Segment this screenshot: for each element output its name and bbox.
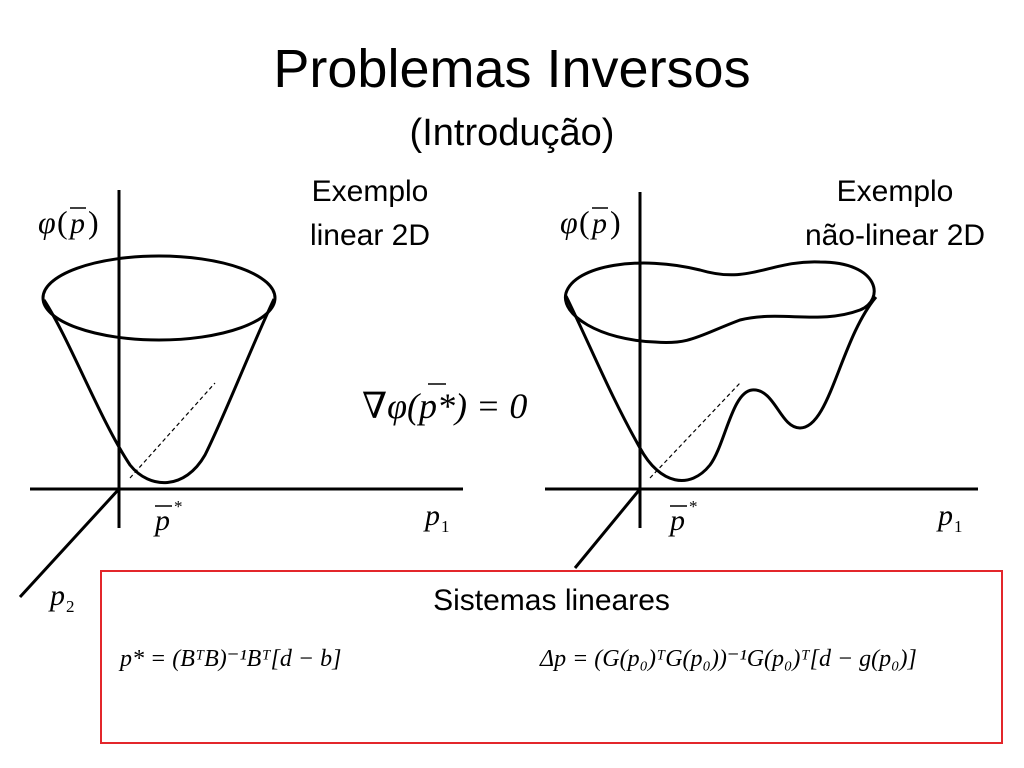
- p2-label: p: [48, 579, 65, 612]
- right-p1-label: p: [936, 499, 953, 532]
- left-diagram: [18, 190, 463, 599]
- right-diagram: [545, 192, 978, 569]
- left-bowl-surface: [42, 298, 276, 485]
- right-example-line1: Exemplo: [836, 175, 954, 208]
- left-p2-axis: [18, 487, 121, 599]
- left-phi-symbol: φ: [38, 204, 56, 240]
- box-title: Sistemas lineares: [433, 584, 670, 617]
- left-p1-label: p: [423, 499, 440, 532]
- right-example-line2: não-linear 2D: [804, 219, 986, 252]
- left-bowl-rim: [41, 254, 277, 342]
- right-diagonal-dashed: [649, 382, 741, 479]
- right-p-star-sup: *: [689, 497, 698, 516]
- svg-text:(: (: [579, 204, 590, 240]
- svg-text:): ): [88, 204, 99, 240]
- left-example-line1: Exemplo: [311, 175, 429, 208]
- right-p-star: p: [668, 504, 685, 537]
- left-p1-sub: 1: [441, 517, 450, 536]
- formula-right: Δp = (G(p₀)ᵀG(p₀))⁻¹G(p₀)ᵀ[d − g(p₀)]: [540, 646, 917, 672]
- gradient-condition: ∇φ(p*) = 0: [362, 386, 527, 426]
- svg-text:): ): [610, 204, 621, 240]
- right-p2-axis: [573, 488, 642, 569]
- linear-systems-box: Sistemas lineares p* = (BᵀB)⁻¹Bᵀ[d − b] …: [100, 570, 1003, 744]
- right-surface-body: [564, 295, 878, 482]
- left-p-star-sup: *: [174, 497, 183, 516]
- svg-text:(: (: [57, 204, 68, 240]
- right-p1-sub: 1: [954, 517, 963, 536]
- left-p-star: p: [153, 504, 170, 537]
- left-example-line2: linear 2D: [309, 219, 431, 252]
- formula-left: p* = (BᵀB)⁻¹Bᵀ[d − b]: [120, 646, 342, 672]
- right-phi-arg: p: [590, 207, 607, 240]
- p2-sub: 2: [66, 597, 75, 616]
- left-example-caption: Exemplo linear 2D: [270, 170, 470, 258]
- left-phi-arg: p: [68, 207, 85, 240]
- left-diagonal-dashed: [129, 382, 216, 479]
- right-surface-rim: [563, 260, 876, 345]
- right-phi-symbol: φ: [560, 204, 578, 240]
- math-labels: φ ( p ) φ ( p ) p * p * p 1 p 1 p 2 ∇φ(p…: [38, 204, 963, 616]
- right-example-caption: Exemplo não-linear 2D: [770, 170, 1020, 258]
- slide-subtitle: (Introdução): [409, 112, 615, 154]
- slide-title: Problemas Inversos: [273, 39, 751, 99]
